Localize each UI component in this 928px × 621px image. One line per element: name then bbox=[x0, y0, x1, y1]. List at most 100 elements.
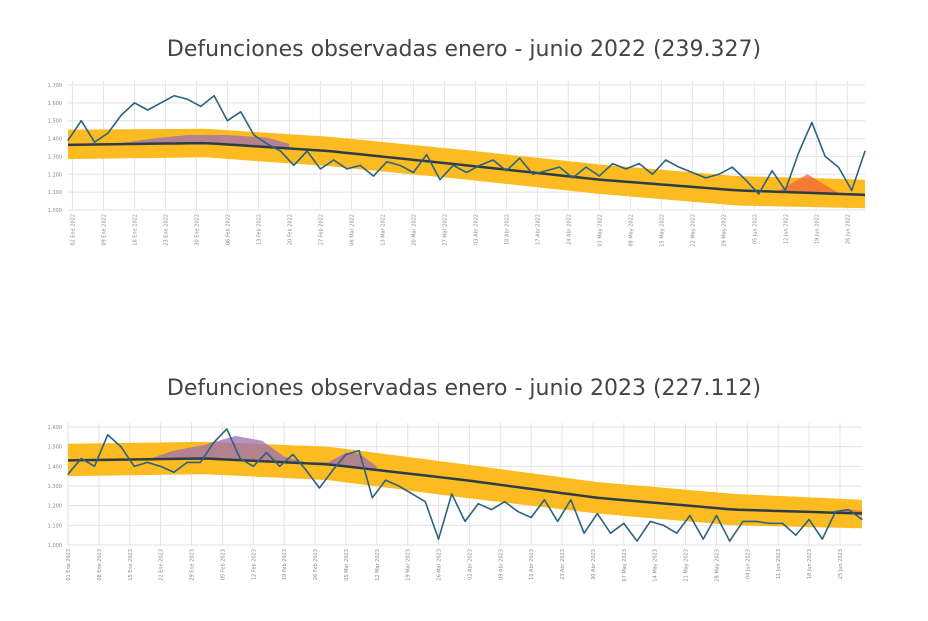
observed-point bbox=[67, 139, 69, 141]
x-tick-label: 20 Feb 2022 bbox=[287, 214, 293, 245]
x-tick-label: 10 Abr 2022 bbox=[504, 214, 510, 245]
expected-deaths-line bbox=[67, 141, 866, 197]
observed-point bbox=[742, 520, 744, 523]
observed-point bbox=[609, 532, 612, 534]
x-tick-label: 23 Abr 2023 bbox=[560, 549, 566, 580]
x-tick-label: 26 Feb 2023 bbox=[313, 549, 319, 580]
observed-point bbox=[505, 170, 507, 172]
observed-point bbox=[437, 538, 440, 540]
observed-point bbox=[585, 166, 587, 168]
observed-point bbox=[160, 102, 162, 104]
observed-point bbox=[718, 173, 720, 175]
x-tick-label: 23 Ene 2022 bbox=[163, 214, 169, 246]
x-tick-label: 21 May 2023 bbox=[684, 549, 690, 582]
x-tick-label: 08 Ene 2023 bbox=[97, 549, 103, 581]
observed-point bbox=[253, 134, 255, 136]
observed-point bbox=[676, 532, 678, 534]
x-tick-label: 19 Feb 2023 bbox=[282, 549, 288, 580]
observed-point bbox=[173, 95, 175, 97]
x-tick-label: 22 May 2022 bbox=[690, 214, 696, 247]
x-tick-label: 02 Ene 2022 bbox=[70, 214, 76, 246]
x-tick-label: 15 May 2022 bbox=[659, 214, 665, 247]
x-tick-label: 13 Feb 2022 bbox=[256, 214, 262, 245]
expected-deaths-line bbox=[67, 457, 863, 515]
observed-point bbox=[424, 501, 426, 503]
observed-point bbox=[808, 518, 810, 521]
observed-point bbox=[345, 453, 347, 456]
observed-point bbox=[797, 152, 800, 154]
y-tick-label: 1.400 bbox=[48, 137, 62, 143]
observed-point bbox=[398, 485, 400, 487]
observed-point bbox=[292, 453, 294, 456]
observed-point bbox=[173, 471, 175, 473]
x-tick-label: 28 May 2023 bbox=[714, 549, 720, 582]
x-tick-label: 07 May 2023 bbox=[622, 549, 628, 582]
x-tick-label: 05 Mar 2023 bbox=[344, 549, 350, 581]
observed-point bbox=[851, 189, 853, 191]
observed-point bbox=[651, 173, 654, 175]
observed-point bbox=[371, 497, 373, 499]
chart-title-2022: Defunciones observadas enero - junio 202… bbox=[166, 37, 762, 62]
expected-range-band bbox=[68, 128, 865, 209]
x-tick-label: 12 Feb 2023 bbox=[251, 549, 257, 580]
observed-point bbox=[133, 465, 135, 467]
observed-point bbox=[465, 171, 468, 174]
x-tick-label: 06 Mar 2022 bbox=[349, 214, 355, 246]
observed-point bbox=[636, 540, 638, 542]
x-tick-label: 01 Ene 2023 bbox=[66, 549, 72, 581]
observed-point bbox=[399, 164, 401, 166]
observed-point bbox=[451, 493, 453, 495]
observed-point bbox=[266, 143, 268, 145]
observed-point bbox=[67, 473, 69, 475]
observed-point bbox=[279, 465, 281, 467]
y-tick-label: 1.300 bbox=[48, 484, 62, 490]
x-tick-label: 17 Abr 2022 bbox=[535, 214, 541, 245]
y-tick-label: 1.500 bbox=[48, 119, 62, 125]
observed-point bbox=[557, 520, 559, 523]
observed-point bbox=[93, 465, 96, 467]
x-tick-label: 22 Ene 2023 bbox=[159, 549, 165, 581]
observed-point bbox=[200, 105, 202, 108]
chart-title-2023: Defunciones observadas enero - junio 202… bbox=[166, 376, 762, 401]
observed-point bbox=[186, 98, 189, 100]
observed-point bbox=[837, 166, 840, 168]
observed-point bbox=[517, 510, 519, 513]
x-tick-label: 05 Feb 2023 bbox=[220, 549, 226, 580]
x-tick-label: 06 Feb 2022 bbox=[225, 214, 231, 245]
observed-point bbox=[771, 170, 773, 172]
observed-point bbox=[147, 109, 149, 111]
y-tick-label: 1.300 bbox=[48, 154, 62, 160]
observed-point bbox=[731, 166, 733, 168]
excess-mortality-area bbox=[776, 174, 839, 194]
x-tick-label: 30 Abr 2023 bbox=[591, 549, 597, 580]
observed-point bbox=[558, 166, 561, 168]
x-tick-label: 19 Mar 2023 bbox=[406, 549, 412, 581]
x-tick-label: 09 Ene 2022 bbox=[101, 214, 107, 246]
x-tick-label: 04 Jun 2023 bbox=[745, 549, 751, 579]
observed-point bbox=[107, 132, 109, 134]
observed-point bbox=[464, 520, 466, 523]
x-tick-label: 12 Mar 2023 bbox=[375, 549, 381, 581]
y-tick-label: 1.100 bbox=[48, 523, 62, 529]
x-tick-label: 15 Ene 2023 bbox=[128, 549, 134, 581]
x-tick-label: 09 Abr 2023 bbox=[498, 549, 504, 580]
observed-point bbox=[319, 168, 321, 170]
x-tick-label: 29 Ene 2023 bbox=[190, 549, 196, 581]
observed-point bbox=[160, 465, 162, 467]
x-tick-label: 14 May 2023 bbox=[653, 549, 659, 582]
observed-point bbox=[744, 179, 747, 181]
observed-point bbox=[572, 177, 574, 179]
x-tick-label: 27 Feb 2022 bbox=[318, 214, 324, 245]
observed-point bbox=[625, 168, 627, 170]
observed-point bbox=[596, 512, 598, 515]
observed-point bbox=[519, 157, 521, 159]
observed-point bbox=[93, 141, 96, 143]
x-tick-label: 16 Ene 2022 bbox=[132, 214, 138, 246]
observed-point bbox=[212, 442, 215, 444]
observed-point bbox=[755, 520, 757, 523]
y-tick-label: 1.000 bbox=[48, 208, 62, 214]
observed-point bbox=[199, 461, 201, 463]
observed-point bbox=[795, 534, 797, 536]
observed-point bbox=[782, 522, 784, 524]
